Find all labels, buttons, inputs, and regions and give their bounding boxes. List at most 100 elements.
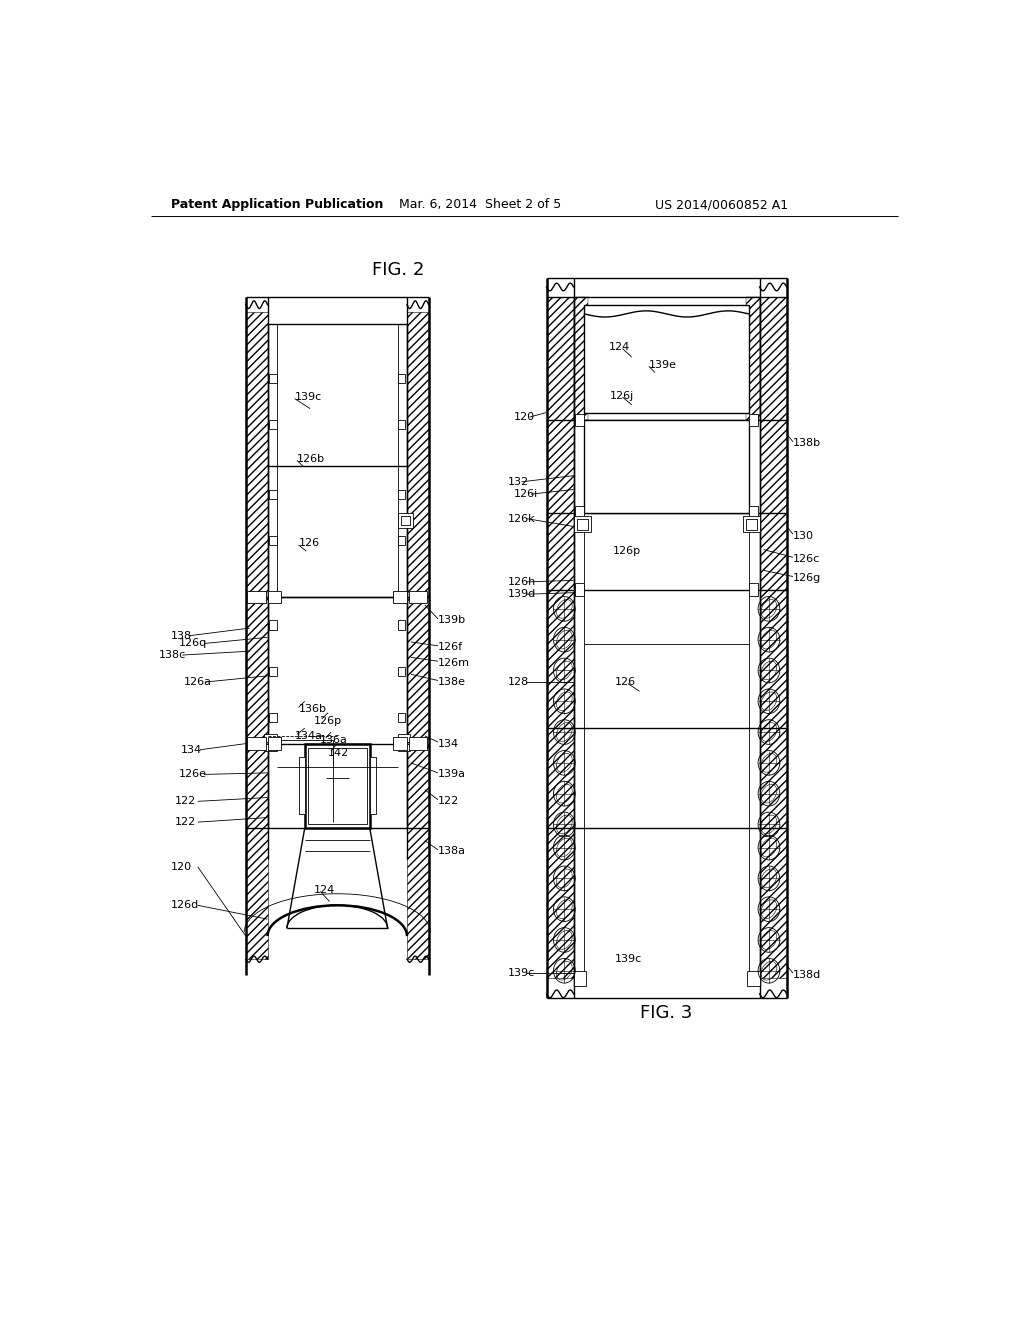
Bar: [745, 297, 760, 420]
Bar: [585, 305, 749, 412]
Text: 138a: 138a: [438, 846, 466, 857]
Text: US 2014/0060852 A1: US 2014/0060852 A1: [655, 198, 788, 211]
Bar: [267, 591, 282, 603]
Text: 126g: 126g: [793, 573, 821, 583]
Bar: [397, 420, 406, 429]
Bar: [267, 738, 282, 750]
Text: 120: 120: [171, 862, 191, 871]
Text: 126k: 126k: [508, 513, 536, 524]
Text: 126h: 126h: [508, 577, 536, 587]
Text: 138c: 138c: [159, 649, 186, 660]
Text: Patent Application Publication: Patent Application Publication: [171, 198, 383, 211]
Text: 126j: 126j: [610, 391, 634, 400]
Bar: [749, 583, 758, 595]
Bar: [397, 734, 410, 742]
Bar: [397, 743, 410, 751]
Text: 126p: 126p: [314, 715, 342, 726]
Text: 139c: 139c: [295, 392, 322, 403]
Bar: [299, 758, 305, 814]
Bar: [248, 738, 266, 750]
Text: 126: 126: [614, 677, 636, 686]
Text: 126a: 126a: [183, 677, 212, 686]
Bar: [397, 667, 406, 676]
Text: 139d: 139d: [508, 589, 536, 599]
Text: 122: 122: [438, 796, 459, 807]
Bar: [749, 414, 758, 426]
Bar: [269, 667, 276, 676]
Bar: [269, 420, 276, 429]
Bar: [246, 313, 267, 960]
Text: 138e: 138e: [438, 677, 466, 686]
Text: 126f: 126f: [438, 643, 463, 652]
Bar: [760, 297, 786, 978]
Text: 124: 124: [608, 342, 630, 352]
Text: 130: 130: [793, 531, 814, 541]
Bar: [269, 536, 276, 545]
Bar: [573, 516, 591, 532]
Bar: [397, 374, 406, 383]
Text: 126m: 126m: [438, 657, 470, 668]
Bar: [393, 591, 407, 603]
Text: 142: 142: [328, 748, 349, 758]
Bar: [575, 414, 585, 426]
Text: 136b: 136b: [299, 704, 327, 714]
Bar: [370, 758, 376, 814]
Bar: [397, 620, 406, 630]
Text: FIG. 3: FIG. 3: [640, 1005, 692, 1022]
Bar: [397, 536, 406, 545]
Text: 134a: 134a: [295, 731, 323, 741]
Text: 134: 134: [438, 739, 459, 748]
Bar: [585, 420, 749, 512]
Bar: [409, 738, 427, 750]
Text: 138b: 138b: [793, 438, 821, 449]
Text: 122: 122: [174, 817, 196, 828]
Bar: [264, 743, 276, 751]
Bar: [397, 713, 406, 722]
Bar: [264, 734, 276, 742]
Text: 139a: 139a: [438, 770, 466, 779]
Text: 139b: 139b: [438, 615, 466, 626]
Bar: [575, 507, 585, 519]
Bar: [269, 374, 276, 383]
Text: 128: 128: [508, 677, 529, 686]
Bar: [749, 507, 758, 519]
Text: 138: 138: [171, 631, 191, 640]
Bar: [393, 738, 407, 750]
Bar: [748, 970, 760, 986]
Text: 132: 132: [508, 477, 528, 487]
Bar: [305, 743, 370, 829]
Text: 126c: 126c: [793, 554, 820, 564]
Bar: [573, 297, 588, 420]
Text: Mar. 6, 2014  Sheet 2 of 5: Mar. 6, 2014 Sheet 2 of 5: [399, 198, 561, 211]
Bar: [397, 490, 406, 499]
Bar: [248, 591, 266, 603]
Bar: [742, 516, 760, 532]
Bar: [573, 970, 586, 986]
Text: 126i: 126i: [514, 490, 539, 499]
Text: 139e: 139e: [649, 360, 677, 370]
Text: 126p: 126p: [612, 546, 640, 556]
Text: 126: 126: [299, 539, 319, 548]
Bar: [577, 519, 588, 529]
Bar: [308, 748, 367, 824]
Bar: [269, 490, 276, 499]
Text: 139c: 139c: [614, 954, 642, 964]
Bar: [397, 512, 414, 528]
Bar: [400, 516, 410, 525]
Text: 126e: 126e: [178, 770, 207, 779]
Bar: [409, 591, 427, 603]
Text: 138d: 138d: [793, 970, 821, 979]
Bar: [745, 519, 757, 529]
Text: 120: 120: [514, 412, 536, 422]
Text: 126q: 126q: [178, 639, 207, 648]
Text: 122: 122: [174, 796, 196, 807]
Text: 136a: 136a: [321, 735, 348, 744]
Text: 126d: 126d: [171, 900, 199, 911]
Bar: [269, 620, 276, 630]
Text: 126b: 126b: [297, 454, 325, 463]
Bar: [547, 297, 573, 978]
Text: FIG. 2: FIG. 2: [372, 261, 425, 279]
Bar: [407, 313, 429, 960]
Text: 124: 124: [314, 884, 335, 895]
Bar: [269, 713, 276, 722]
